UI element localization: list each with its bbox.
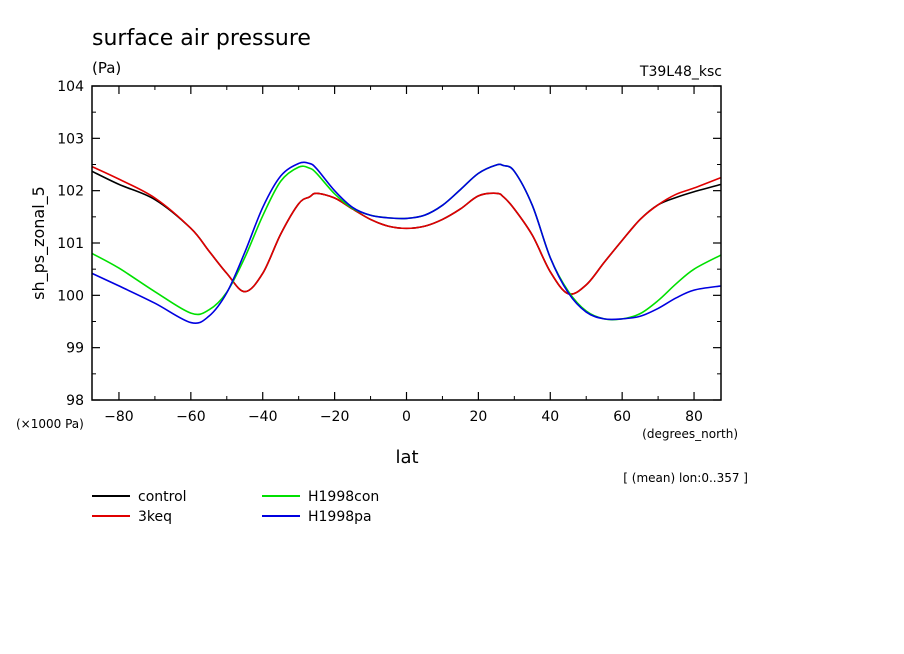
x-tick-label: 0 xyxy=(402,409,411,425)
series-layer xyxy=(91,161,722,324)
y-tick-label: 104 xyxy=(57,79,84,95)
y-scale-note: (×1000 Pa) xyxy=(16,417,84,431)
x-tick-label: 40 xyxy=(541,409,559,425)
legend-label-3keq: 3keq xyxy=(138,509,172,525)
x-tick-label: 60 xyxy=(613,409,631,425)
legend-label-H1998con: H1998con xyxy=(308,489,379,505)
y-tick-label: 101 xyxy=(57,236,84,252)
x-axis-ticks: −80 −60 −40 −20 0 20 40 60 80 xyxy=(104,86,703,425)
x-tick-label: −20 xyxy=(320,409,350,425)
y-tick-label: 103 xyxy=(57,131,84,147)
x-axis-label: lat xyxy=(395,447,418,468)
series-line-3keq xyxy=(91,165,722,296)
y-tick-label: 99 xyxy=(66,341,84,357)
series-line-control xyxy=(91,170,722,296)
series-line-H1998con xyxy=(91,163,722,321)
x-tick-label: 20 xyxy=(469,409,487,425)
y-tick-label: 102 xyxy=(57,184,84,200)
units-label: (Pa) xyxy=(92,59,121,77)
chart-title: surface air pressure xyxy=(92,26,311,51)
x-units-label: (degrees_north) xyxy=(642,427,738,441)
x-tick-label: 80 xyxy=(685,409,703,425)
legend: control 3keq H1998con H1998pa xyxy=(92,489,379,525)
y-tick-label: 98 xyxy=(66,393,84,409)
legend-label-H1998pa: H1998pa xyxy=(308,509,372,525)
series-line-H1998pa xyxy=(91,161,722,324)
y-axis-ticks: 98 99 100 101 102 103 104 xyxy=(57,79,721,409)
x-tick-label: −80 xyxy=(104,409,134,425)
legend-label-control: control xyxy=(138,489,187,505)
plot-frame xyxy=(91,85,722,401)
y-tick-label: 100 xyxy=(57,288,84,304)
x-tick-label: −60 xyxy=(176,409,206,425)
experiment-label: T39L48_ksc xyxy=(639,64,722,80)
y-axis-label: sh_ps_zonal_5 xyxy=(29,186,49,300)
x-tick-label: −40 xyxy=(248,409,278,425)
footnote: [ (mean) lon:0..357 ] xyxy=(623,471,748,485)
